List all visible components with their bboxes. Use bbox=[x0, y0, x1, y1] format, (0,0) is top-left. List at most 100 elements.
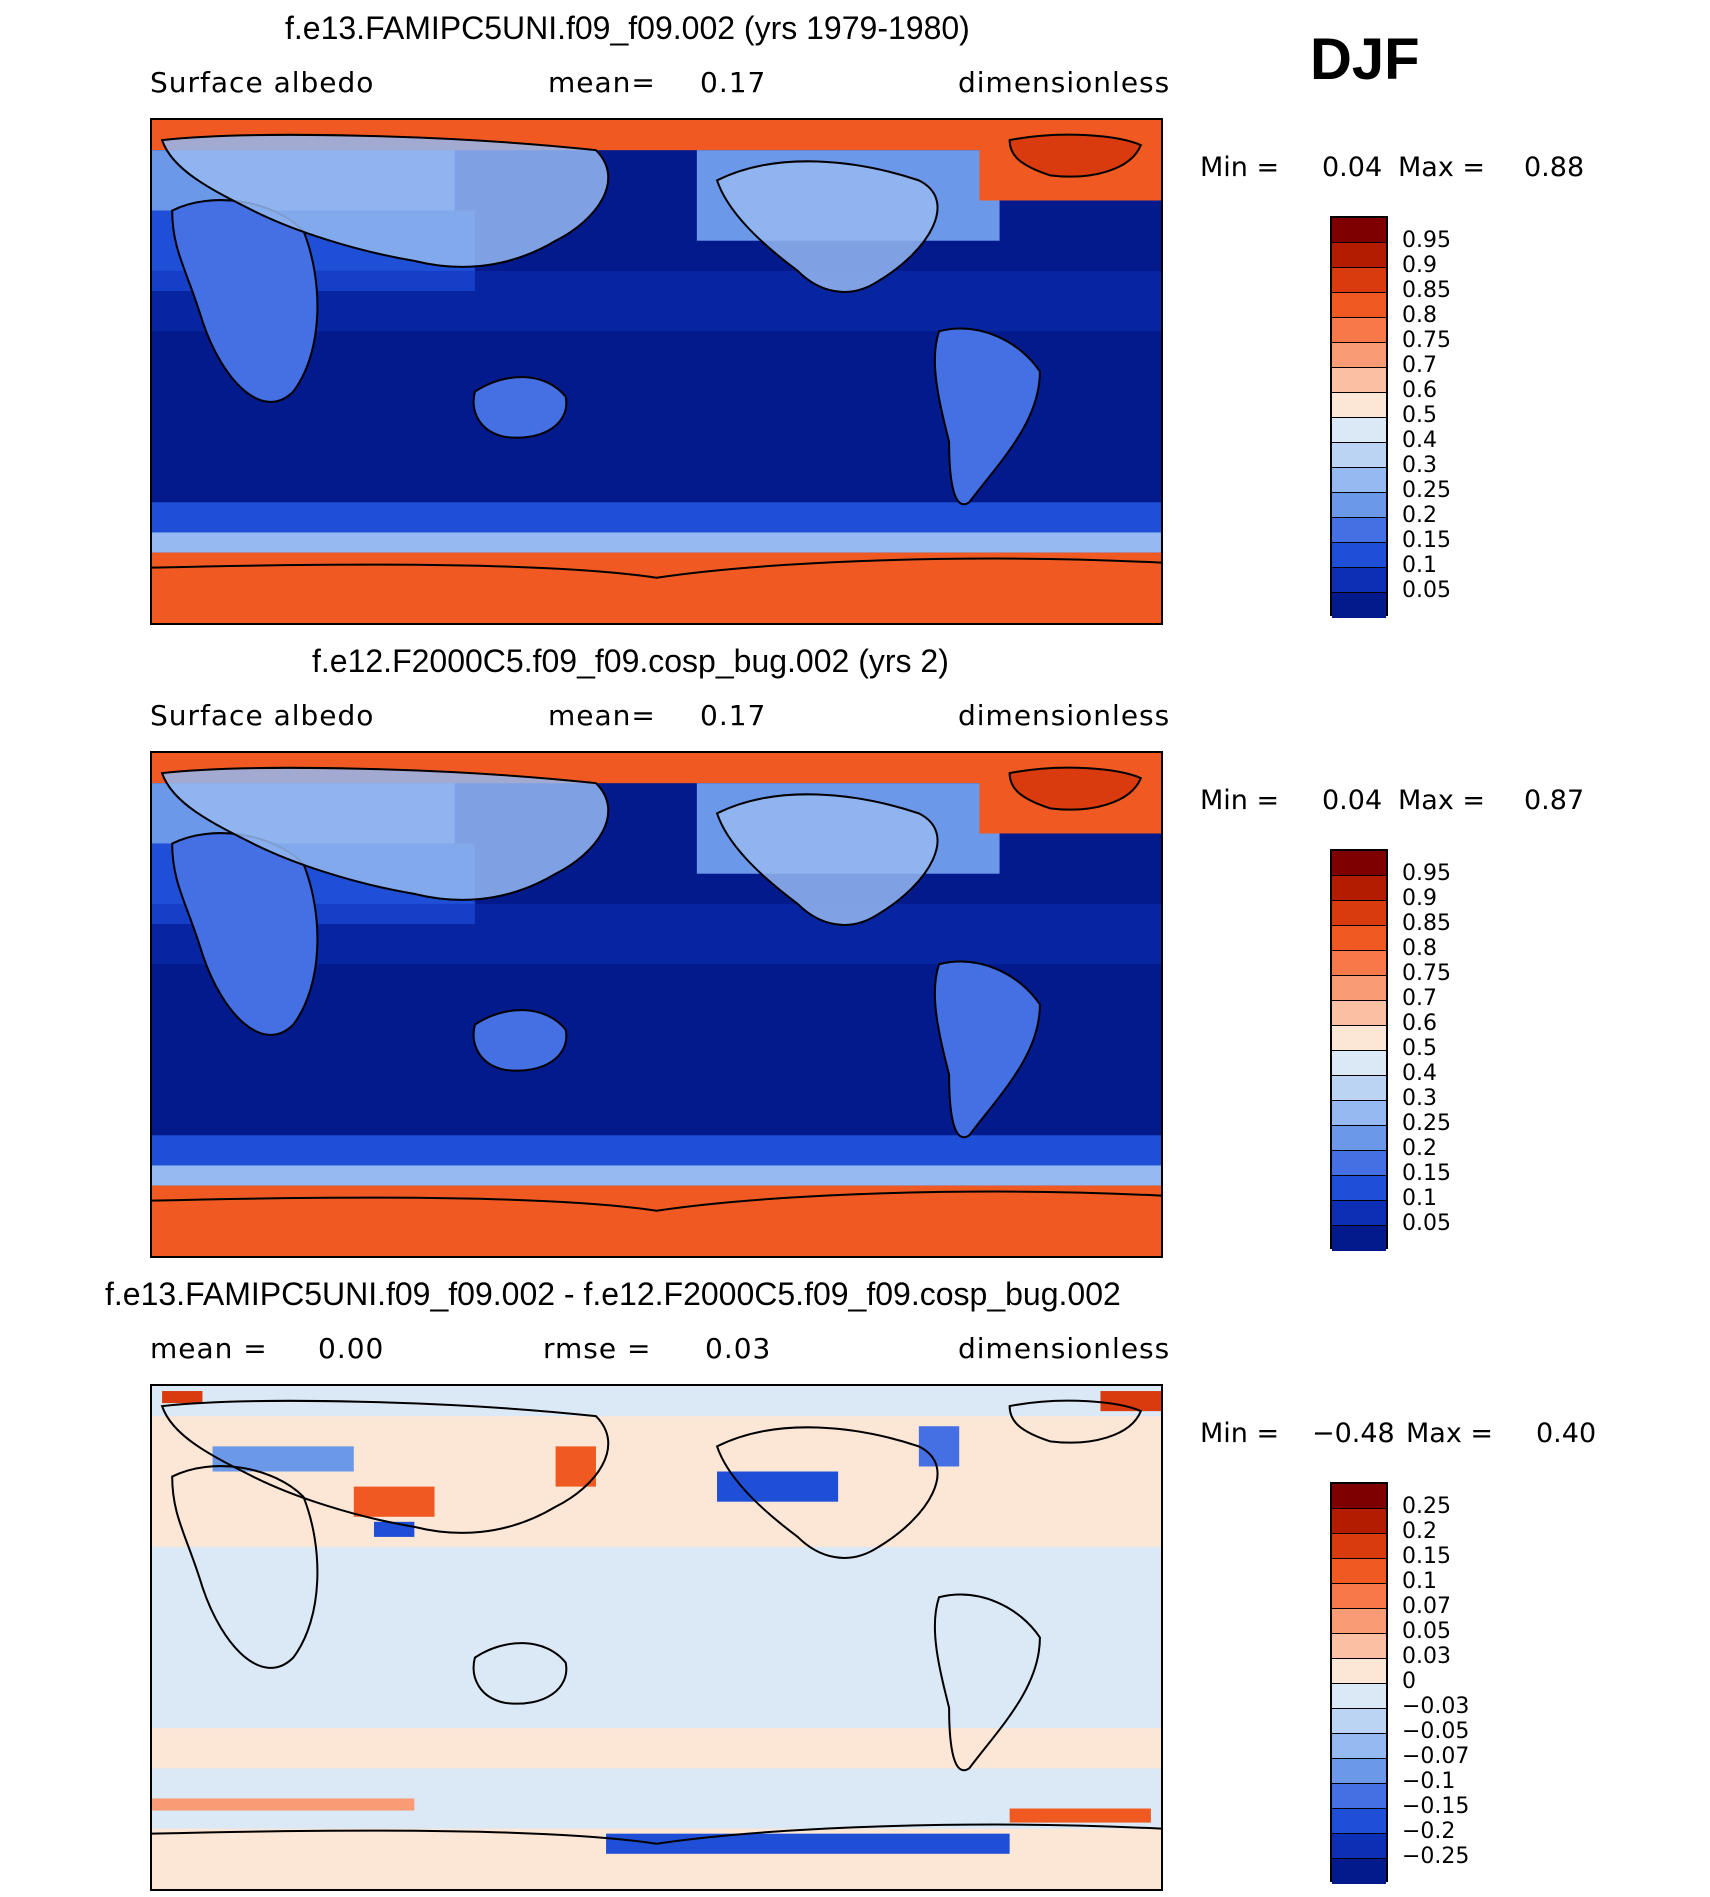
colorbar-label: 0.75 bbox=[1402, 961, 1451, 986]
colorbar-label: 0.05 bbox=[1402, 1211, 1451, 1236]
panel1-min-label: Min = bbox=[1200, 152, 1280, 183]
colorbar-label: −0.2 bbox=[1402, 1819, 1456, 1844]
panel2-mean-value: 0.17 bbox=[700, 699, 767, 732]
colorbar-label: 0.95 bbox=[1402, 228, 1451, 253]
colorbar-label: 0.2 bbox=[1402, 1519, 1437, 1544]
colorbar-box bbox=[1332, 218, 1386, 243]
colorbar-box bbox=[1332, 1559, 1386, 1584]
colorbar-box bbox=[1332, 1684, 1386, 1709]
colorbar-label: 0.4 bbox=[1402, 428, 1437, 453]
panel3-map bbox=[150, 1384, 1163, 1891]
panel3-max-label: Max = bbox=[1406, 1418, 1494, 1449]
panel3-min-label: Min = bbox=[1200, 1418, 1280, 1449]
colorbar-label: −0.05 bbox=[1402, 1719, 1470, 1744]
colorbar-box bbox=[1332, 593, 1386, 618]
panel1-colorbar bbox=[1330, 216, 1388, 618]
colorbar-label: 0.9 bbox=[1402, 886, 1437, 911]
panel1-mean-label: mean= bbox=[548, 66, 656, 99]
colorbar-box bbox=[1332, 1759, 1386, 1784]
colorbar-label: 0.9 bbox=[1402, 253, 1437, 278]
colorbar-box bbox=[1332, 1126, 1386, 1151]
colorbar-label: 0.15 bbox=[1402, 1544, 1451, 1569]
colorbar-box bbox=[1332, 1784, 1386, 1809]
colorbar-label: 0 bbox=[1402, 1669, 1416, 1694]
colorbar-box bbox=[1332, 1484, 1386, 1509]
panel3-colorbar bbox=[1330, 1482, 1388, 1884]
panel2-max-label: Max = bbox=[1398, 785, 1486, 816]
colorbar-label: 0.25 bbox=[1402, 1494, 1451, 1519]
colorbar-label: 0.5 bbox=[1402, 403, 1437, 428]
colorbar-label: 0.2 bbox=[1402, 1136, 1437, 1161]
colorbar-box bbox=[1332, 1709, 1386, 1734]
colorbar-box bbox=[1332, 493, 1386, 518]
panel1-map bbox=[150, 118, 1163, 625]
colorbar-box bbox=[1332, 1809, 1386, 1834]
panel3-units-label: dimensionless bbox=[958, 1332, 1171, 1365]
colorbar-box bbox=[1332, 1509, 1386, 1534]
colorbar-label: 0.8 bbox=[1402, 936, 1437, 961]
colorbar-box bbox=[1332, 876, 1386, 901]
colorbar-label: 0.6 bbox=[1402, 1011, 1437, 1036]
colorbar-box bbox=[1332, 1584, 1386, 1609]
colorbar-label: 0.7 bbox=[1402, 353, 1437, 378]
colorbar-box bbox=[1332, 1026, 1386, 1051]
colorbar-label: 0.7 bbox=[1402, 986, 1437, 1011]
panel2-mean-label: mean= bbox=[548, 699, 656, 732]
colorbar-box bbox=[1332, 568, 1386, 593]
colorbar-box bbox=[1332, 926, 1386, 951]
panel1-max-label: Max = bbox=[1398, 152, 1486, 183]
colorbar-label: 0.8 bbox=[1402, 303, 1437, 328]
colorbar-label: 0.6 bbox=[1402, 378, 1437, 403]
colorbar-box bbox=[1332, 318, 1386, 343]
panel1-max-value: 0.88 bbox=[1524, 152, 1585, 183]
colorbar-box bbox=[1332, 1226, 1386, 1251]
panel2-max-value: 0.87 bbox=[1524, 785, 1585, 816]
colorbar-label: 0.25 bbox=[1402, 478, 1451, 503]
panel2-min-value: 0.04 bbox=[1322, 785, 1383, 816]
panel2-min-label: Min = bbox=[1200, 785, 1280, 816]
colorbar-label: 0.25 bbox=[1402, 1111, 1451, 1136]
colorbar-box bbox=[1332, 1634, 1386, 1659]
colorbar-label: 0.07 bbox=[1402, 1594, 1451, 1619]
colorbar-box bbox=[1332, 1534, 1386, 1559]
panel2-units-label: dimensionless bbox=[958, 699, 1171, 732]
panel1-variable-label: Surface albedo bbox=[150, 66, 375, 99]
colorbar-box bbox=[1332, 343, 1386, 368]
season-label: DJF bbox=[1310, 27, 1420, 92]
colorbar-label: −0.1 bbox=[1402, 1769, 1456, 1794]
panel3-mean-value: 0.00 bbox=[318, 1332, 385, 1365]
colorbar-label: 0.5 bbox=[1402, 1036, 1437, 1061]
panel2-variable-label: Surface albedo bbox=[150, 699, 375, 732]
panel1-min-value: 0.04 bbox=[1322, 152, 1383, 183]
colorbar-box bbox=[1332, 951, 1386, 976]
colorbar-box bbox=[1332, 976, 1386, 1001]
colorbar-box bbox=[1332, 1051, 1386, 1076]
panel2-title: f.e12.F2000C5.f09_f09.cosp_bug.002 (yrs … bbox=[312, 643, 949, 679]
colorbar-box bbox=[1332, 1659, 1386, 1684]
panel3-max-value: 0.40 bbox=[1536, 1418, 1597, 1449]
colorbar-box bbox=[1332, 1151, 1386, 1176]
colorbar-label: 0.3 bbox=[1402, 1086, 1437, 1111]
panel1-mean-value: 0.17 bbox=[700, 66, 767, 99]
colorbar-label: −0.15 bbox=[1402, 1794, 1470, 1819]
colorbar-label: 0.05 bbox=[1402, 1619, 1451, 1644]
panel3-mean-label: mean = bbox=[150, 1332, 268, 1365]
panel2-map bbox=[150, 751, 1163, 1258]
colorbar-box bbox=[1332, 418, 1386, 443]
colorbar-box bbox=[1332, 1176, 1386, 1201]
colorbar-box bbox=[1332, 393, 1386, 418]
colorbar-label: −0.07 bbox=[1402, 1744, 1470, 1769]
colorbar-label: 0.3 bbox=[1402, 453, 1437, 478]
colorbar-label: 0.05 bbox=[1402, 578, 1451, 603]
colorbar-box bbox=[1332, 268, 1386, 293]
colorbar-box bbox=[1332, 543, 1386, 568]
colorbar-box bbox=[1332, 1001, 1386, 1026]
colorbar-box bbox=[1332, 443, 1386, 468]
panel1-units-label: dimensionless bbox=[958, 66, 1171, 99]
colorbar-label: 0.85 bbox=[1402, 911, 1451, 936]
panel3-rmse-value: 0.03 bbox=[705, 1332, 772, 1365]
colorbar-label: 0.03 bbox=[1402, 1644, 1451, 1669]
colorbar-label: 0.1 bbox=[1402, 1186, 1437, 1211]
colorbar-label: −0.03 bbox=[1402, 1694, 1470, 1719]
colorbar-box bbox=[1332, 1076, 1386, 1101]
